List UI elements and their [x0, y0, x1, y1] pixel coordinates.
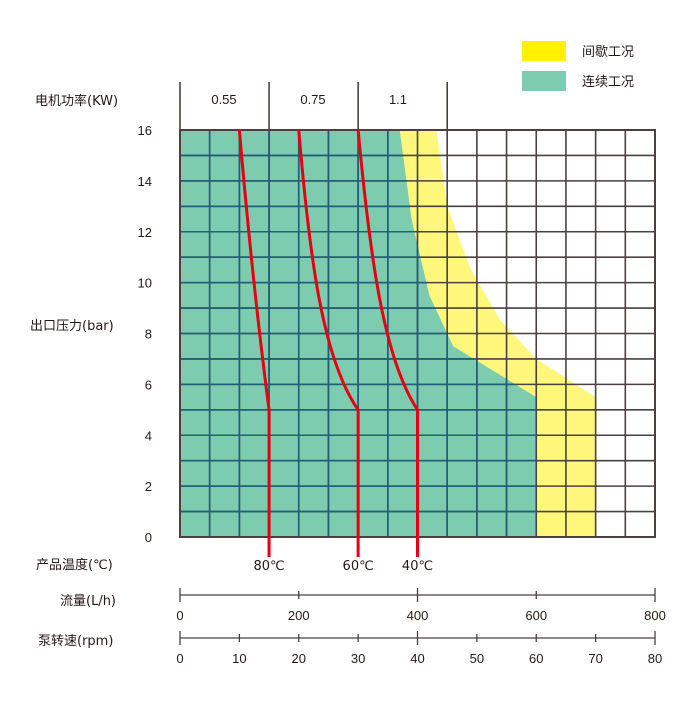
temperature-label-2: 40℃: [402, 559, 433, 574]
axis-tick-label: 60: [529, 651, 543, 666]
axis-tick-label: 50: [470, 651, 484, 666]
axis-tick-label: 70: [588, 651, 602, 666]
temperature-label-0: 80℃: [253, 559, 284, 574]
axis-tick-label: 10: [232, 651, 246, 666]
y-tick-label: 6: [145, 377, 152, 392]
motor-power-label: 电机功率(KW): [35, 93, 118, 109]
axis-tick-label: 400: [407, 608, 429, 623]
y-tick-label: 14: [138, 174, 152, 189]
axis-tick-label: 0: [176, 608, 183, 623]
y-tick-label: 16: [138, 123, 152, 138]
temperature-labels: 80℃ 60℃ 40℃: [253, 559, 433, 574]
legend-swatch-intermittent: [522, 41, 566, 61]
power-segment-2: 1.1: [389, 92, 407, 107]
power-segment-0: 0.55: [211, 92, 236, 107]
axis-tick-label: 80: [648, 651, 662, 666]
axis-tick-label: 200: [288, 608, 310, 623]
legend: 间歇工况 连续工况: [522, 41, 634, 91]
temperature-axis-label: 产品温度(℃): [36, 557, 113, 573]
power-dividers: [179, 82, 448, 130]
legend-swatch-continuous: [522, 71, 566, 91]
y-tick-label: 8: [145, 327, 152, 342]
y-tick-label: 0: [145, 530, 152, 545]
speed-axis: 0 10 20 30 40 50 60 70 80: [176, 631, 662, 666]
power-segment-1: 0.75: [300, 92, 325, 107]
axis-tick-label: 800: [644, 608, 666, 623]
axis-tick-label: 20: [292, 651, 306, 666]
plot-area: [179, 129, 656, 557]
speed-axis-label: 泵转速(rpm): [38, 634, 113, 649]
axis-tick-label: 40: [410, 651, 424, 666]
legend-label-continuous: 连续工况: [582, 74, 634, 90]
axis-tick-label: 30: [351, 651, 365, 666]
flow-axis: 0 200 400 600 800: [176, 588, 666, 623]
temperature-curve-0: [237, 129, 271, 557]
temperature-curve-1: [297, 129, 360, 557]
axis-tick-label: 0: [176, 651, 183, 666]
y-tick-label: 2: [145, 479, 152, 494]
legend-label-intermittent: 间歇工况: [582, 45, 634, 60]
y-tick-label: 10: [138, 276, 152, 291]
temperature-label-1: 60℃: [343, 559, 374, 574]
temperature-curve-2: [356, 129, 419, 557]
y-axis-label: 出口压力(bar): [30, 319, 114, 334]
grid-continuous: [180, 130, 537, 537]
y-tick-label: 12: [138, 225, 152, 240]
axis-tick-label: 600: [525, 608, 547, 623]
y-tick-label: 4: [145, 428, 152, 443]
motor-power-row: 电机功率(KW) 0.55 0.75 1.1: [35, 82, 448, 130]
flow-axis-label: 流量(L/h): [60, 594, 116, 609]
y-axis-ticks: 16 14 12 10 8 6 4 2 0: [138, 123, 152, 545]
